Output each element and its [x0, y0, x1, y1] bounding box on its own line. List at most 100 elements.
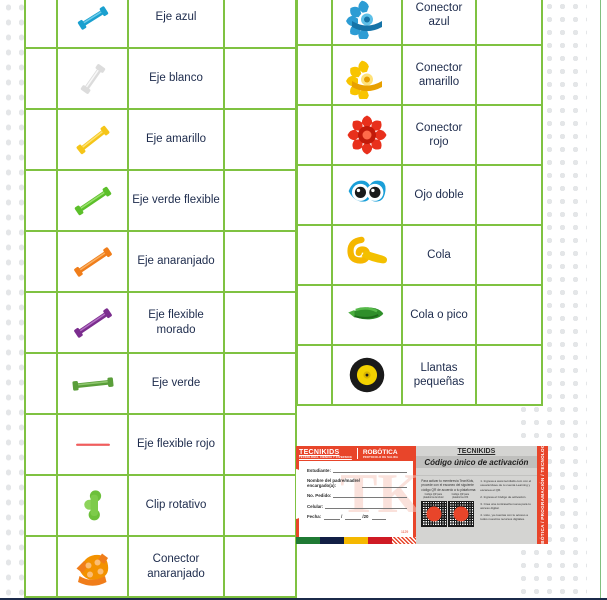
card-brand-header: TECNIKIDS TECNOLOGIA, CIENCIA Y DIVERSIO… — [296, 446, 416, 461]
part-name-label: Conector rojo — [415, 121, 463, 148]
row-3-name-cell: Eje verde flexible — [127, 169, 225, 232]
field-2[interactable]: No. Pedido: — [307, 492, 408, 499]
part-name-label: Ojo doble — [414, 188, 464, 201]
row-2-check-cell[interactable] — [296, 104, 333, 166]
field-3-rule[interactable] — [325, 503, 408, 509]
row-2-check-cell[interactable] — [24, 108, 58, 171]
color-stripe-3 — [368, 537, 393, 544]
color-stripe-1 — [320, 537, 345, 544]
row-4-name-cell: Eje anaranjado — [127, 230, 225, 293]
table-row: Conector azul — [296, 0, 543, 46]
row-1-qty-cell[interactable] — [475, 44, 543, 106]
field-0[interactable]: Estudiante: — [307, 467, 408, 473]
field-1-rule[interactable] — [361, 482, 408, 488]
row-7-image-cell — [56, 413, 129, 476]
activation-steps-list: 1. Ingresa a www.tecnikids.com con el us… — [480, 479, 532, 542]
table-row: Cola — [296, 224, 543, 286]
part-name-label: Llantas pequeñas — [413, 361, 465, 388]
row-5-name-cell: Eje flexible morado — [127, 291, 225, 354]
row-9-check-cell[interactable] — [24, 535, 58, 598]
field-2-label: No. Pedido: — [307, 493, 332, 499]
row-5-qty-cell[interactable] — [475, 284, 543, 346]
row-4-qty-cell[interactable] — [475, 224, 543, 286]
connector-orange-icon — [58, 537, 127, 596]
row-0-check-cell[interactable] — [24, 0, 58, 49]
row-2-qty-cell[interactable] — [223, 108, 297, 171]
part-name-label: Eje verde flexible — [132, 194, 220, 207]
row-2-image-cell — [331, 104, 403, 166]
row-2-image-cell — [56, 108, 129, 171]
field-1[interactable]: Nombre del padre/madre/ encargado(a): — [307, 478, 408, 488]
row-7-name-cell: Eje flexible rojo — [127, 413, 225, 476]
field-2-rule[interactable] — [333, 492, 408, 499]
row-6-check-cell[interactable] — [296, 344, 333, 406]
fecha-year-rule[interactable] — [371, 514, 386, 520]
qr-android-block[interactable]: Código QR para plataforma Android — [421, 493, 448, 527]
row-0-name-cell: Eje azul — [127, 0, 225, 49]
field-fecha-label: Fecha: — [307, 514, 322, 520]
row-6-image-cell — [56, 352, 129, 415]
tail-yellow-icon — [333, 226, 401, 284]
field-fecha[interactable]: Fecha: / /20 — [307, 514, 407, 520]
row-7-qty-cell[interactable] — [223, 413, 297, 476]
row-0-check-cell[interactable] — [296, 0, 333, 46]
part-name-label: Cola o pico — [410, 308, 468, 321]
row-9-qty-cell[interactable] — [223, 535, 297, 598]
table-row: Eje verde — [24, 352, 297, 415]
table-row: Eje anaranjado — [24, 230, 297, 293]
row-4-image-cell — [331, 224, 403, 286]
double-eye-icon — [333, 166, 401, 224]
row-1-qty-cell[interactable] — [223, 47, 297, 110]
row-1-image-cell — [331, 44, 403, 106]
row-6-qty-cell[interactable] — [475, 344, 543, 406]
axle-white-icon — [58, 49, 127, 108]
field-3[interactable]: Celular: — [307, 503, 408, 509]
axle-green-icon — [58, 354, 127, 413]
row-3-check-cell[interactable] — [24, 169, 58, 232]
qr-ios-block[interactable]: Código QR para plataforma iOS — [448, 492, 475, 527]
row-3-check-cell[interactable] — [296, 164, 333, 226]
row-4-qty-cell[interactable] — [223, 230, 297, 293]
row-2-qty-cell[interactable] — [475, 104, 543, 166]
fecha-day-rule[interactable] — [324, 514, 341, 520]
row-6-image-cell — [331, 344, 403, 406]
field-0-rule[interactable] — [332, 467, 408, 473]
qr-ios-caption: Código QR para plataforma iOS — [451, 492, 469, 499]
qr-code-ios[interactable] — [448, 500, 475, 527]
row-8-check-cell[interactable] — [24, 474, 58, 537]
activation-code-panel: TECNIKIDS Código único de activación Par… — [416, 446, 537, 544]
fecha-sep-2: /20 — [362, 514, 369, 520]
row-0-qty-cell[interactable] — [475, 0, 543, 46]
fecha-month-rule[interactable] — [345, 514, 362, 520]
qr-code-android[interactable] — [421, 500, 448, 527]
row-7-check-cell[interactable] — [24, 413, 58, 476]
row-1-check-cell[interactable] — [24, 47, 58, 110]
row-6-qty-cell[interactable] — [223, 352, 297, 415]
row-1-check-cell[interactable] — [296, 44, 333, 106]
row-3-qty-cell[interactable] — [475, 164, 543, 226]
card-form-body: TK Estudiante: Nombre del padre/madre/ en… — [299, 461, 421, 537]
row-8-qty-cell[interactable] — [223, 474, 297, 537]
row-2-name-cell: Conector rojo — [401, 104, 477, 166]
row-3-qty-cell[interactable] — [223, 169, 297, 232]
table-row: Eje blanco — [24, 47, 297, 110]
row-4-check-cell[interactable] — [296, 224, 333, 286]
activation-step-0: 1. Ingresa a www.tecnikids.com con el us… — [480, 479, 532, 492]
row-5-check-cell[interactable] — [296, 284, 333, 346]
row-4-check-cell[interactable] — [24, 230, 58, 293]
row-6-check-cell[interactable] — [24, 352, 58, 415]
row-4-name-cell: Cola — [401, 224, 477, 286]
table-row: Eje azul — [24, 0, 297, 49]
row-5-image-cell — [331, 284, 403, 346]
brand-logo: TECNIKIDS TECNOLOGIA, CIENCIA Y DIVERSIO… — [299, 448, 352, 459]
table-row: Eje verde flexible — [24, 169, 297, 232]
row-5-qty-cell[interactable] — [223, 291, 297, 354]
part-name-label: Conector amarillo — [415, 61, 463, 88]
row-3-image-cell — [331, 164, 403, 226]
connector-blue-icon — [333, 0, 401, 44]
row-0-qty-cell[interactable] — [223, 0, 297, 49]
row-5-check-cell[interactable] — [24, 291, 58, 354]
activation-panel-subtitle: Código único de activación — [416, 456, 537, 468]
activation-panel-spacer — [416, 468, 537, 476]
activation-card: TECNIKIDS TECNOLOGIA, CIENCIA Y DIVERSIO… — [296, 446, 548, 544]
